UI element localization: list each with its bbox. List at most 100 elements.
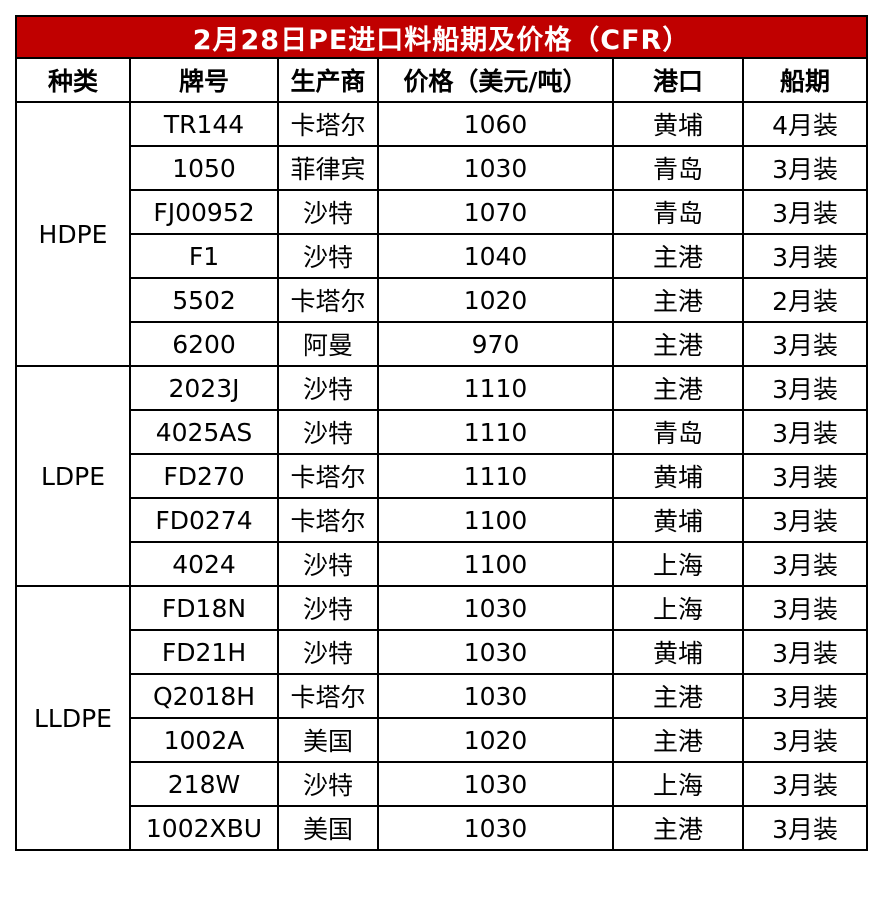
- shipment-cell: 3月装: [741, 717, 869, 763]
- shipment-cell: 4月装: [741, 101, 869, 147]
- producer-cell: 沙特: [277, 365, 379, 411]
- category-cell: LDPE: [15, 365, 131, 587]
- port-cell: 主港: [612, 805, 744, 851]
- price-cell: 1030: [377, 585, 614, 631]
- header-shipment: 船期: [741, 57, 869, 103]
- title-row: 2月28日PE进口料船期及价格（CFR）: [14, 15, 869, 59]
- port-cell: 黄埔: [612, 453, 744, 499]
- grade-cell: F1: [129, 233, 279, 279]
- price-cell: 1030: [377, 629, 614, 675]
- producer-cell: 美国: [277, 805, 379, 851]
- producer-cell: 沙特: [277, 189, 379, 235]
- grade-cell: 4024: [129, 541, 279, 587]
- grade-cell: FD0274: [129, 497, 279, 543]
- grade-cell: 5502: [129, 277, 279, 323]
- grade-cell: FJ00952: [129, 189, 279, 235]
- port-cell: 黄埔: [612, 101, 744, 147]
- producer-cell: 沙特: [277, 541, 379, 587]
- price-cell: 1020: [377, 717, 614, 763]
- shipment-cell: 3月装: [741, 629, 869, 675]
- producer-cell: 沙特: [277, 409, 379, 455]
- port-cell: 主港: [612, 365, 744, 411]
- shipment-cell: 3月装: [741, 365, 869, 411]
- producer-cell: 沙特: [277, 585, 379, 631]
- port-cell: 黄埔: [612, 629, 744, 675]
- shipment-cell: 3月装: [741, 321, 869, 367]
- table-row: 1002A 美国 1020 主港 3月装: [16, 717, 869, 763]
- table-row: FD270 卡塔尔 1110 黄埔 3月装: [16, 453, 869, 499]
- price-cell: 1030: [377, 805, 614, 851]
- grade-cell: 1002XBU: [129, 805, 279, 851]
- producer-cell: 卡塔尔: [277, 453, 379, 499]
- price-cell: 1030: [377, 761, 614, 807]
- table-row: 1050 菲律宾 1030 青岛 3月装: [16, 145, 869, 191]
- category-cell: HDPE: [15, 101, 131, 367]
- shipment-cell: 3月装: [741, 585, 869, 631]
- price-cell: 1100: [377, 497, 614, 543]
- shipment-cell: 3月装: [741, 497, 869, 543]
- producer-cell: 卡塔尔: [277, 673, 379, 719]
- producer-cell: 沙特: [277, 761, 379, 807]
- grade-cell: 4025AS: [129, 409, 279, 455]
- producer-cell: 卡塔尔: [277, 101, 379, 147]
- table-row: Q2018H 卡塔尔 1030 主港 3月装: [16, 673, 869, 719]
- port-cell: 青岛: [612, 145, 744, 191]
- table-row: LDPE 2023J 沙特 1110 主港 3月装: [15, 365, 869, 587]
- producer-cell: 菲律宾: [277, 145, 379, 191]
- shipment-cell: 3月装: [741, 145, 869, 191]
- producer-cell: 卡塔尔: [277, 277, 379, 323]
- port-cell: 青岛: [612, 409, 744, 455]
- price-cell: 1020: [377, 277, 614, 323]
- category-cell: LLDPE: [15, 585, 131, 851]
- grade-cell: FD18N: [129, 585, 279, 631]
- producer-cell: 沙特: [277, 233, 379, 279]
- shipment-cell: 3月装: [741, 673, 869, 719]
- table-row: 1002XBU 美国 1030 主港 3月装: [16, 805, 869, 851]
- grade-cell: 1002A: [129, 717, 279, 763]
- price-cell: 970: [377, 321, 614, 367]
- header-port: 港口: [612, 57, 744, 103]
- price-cell: 1040: [377, 233, 614, 279]
- table-row: 4025AS 沙特 1110 青岛 3月装: [16, 409, 869, 455]
- table-row: FD0274 卡塔尔 1100 黄埔 3月装: [16, 497, 869, 543]
- header-grade: 牌号: [129, 57, 279, 103]
- table-row: FJ00952 沙特 1070 青岛 3月装: [16, 189, 869, 235]
- grade-cell: FD270: [129, 453, 279, 499]
- table-row: 5502 卡塔尔 1020 主港 2月装: [16, 277, 869, 323]
- price-cell: 1060: [377, 101, 614, 147]
- price-cell: 1030: [377, 145, 614, 191]
- shipment-cell: 3月装: [741, 189, 869, 235]
- shipment-cell: 2月装: [741, 277, 869, 323]
- port-cell: 主港: [612, 233, 744, 279]
- header-row: 种类 牌号 生产商 价格（美元/吨） 港口 船期: [15, 57, 869, 103]
- grade-cell: 218W: [129, 761, 279, 807]
- port-cell: 上海: [612, 761, 744, 807]
- port-cell: 上海: [612, 541, 744, 587]
- grade-cell: TR144: [129, 101, 279, 147]
- header-producer: 生产商: [277, 57, 379, 103]
- table-row: FD21H 沙特 1030 黄埔 3月装: [16, 629, 869, 675]
- price-table-container: 2月28日PE进口料船期及价格（CFR） 种类 牌号 生产商 价格（美元/吨） …: [14, 15, 869, 851]
- port-cell: 主港: [612, 717, 744, 763]
- shipment-cell: 3月装: [741, 233, 869, 279]
- port-cell: 主港: [612, 673, 744, 719]
- price-cell: 1110: [377, 453, 614, 499]
- header-price: 价格（美元/吨）: [377, 57, 614, 103]
- grade-cell: FD21H: [129, 629, 279, 675]
- grade-cell: 1050: [129, 145, 279, 191]
- producer-cell: 沙特: [277, 629, 379, 675]
- producer-cell: 阿曼: [277, 321, 379, 367]
- port-cell: 主港: [612, 277, 744, 323]
- header-category: 种类: [15, 57, 131, 103]
- table-row: 4024 沙特 1100 上海 3月装: [16, 541, 869, 587]
- price-cell: 1030: [377, 673, 614, 719]
- table-row: HDPE TR144 卡塔尔 1060 黄埔 4月装: [15, 101, 869, 367]
- shipment-cell: 3月装: [741, 541, 869, 587]
- table-row: 218W 沙特 1030 上海 3月装: [16, 761, 869, 807]
- price-cell: 1070: [377, 189, 614, 235]
- port-cell: 黄埔: [612, 497, 744, 543]
- price-cell: 1100: [377, 541, 614, 587]
- shipment-cell: 3月装: [741, 761, 869, 807]
- port-cell: 青岛: [612, 189, 744, 235]
- table-row: 6200 阿曼 970 主港 3月装: [16, 321, 869, 367]
